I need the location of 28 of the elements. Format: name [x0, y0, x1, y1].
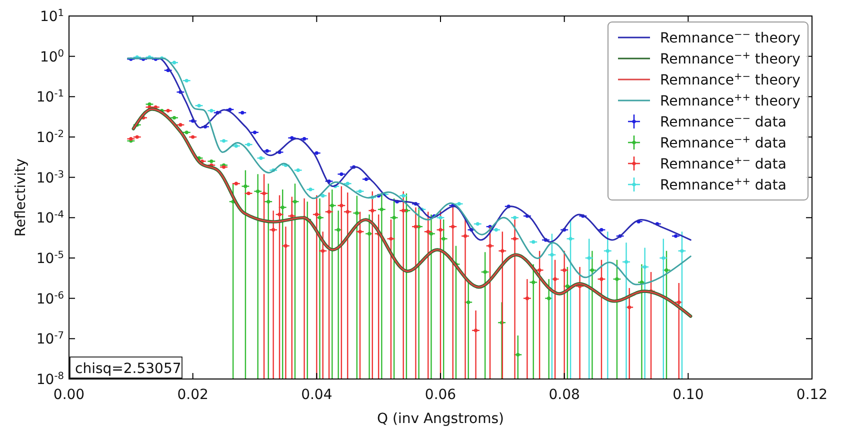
x-tick-label: 0.06: [424, 387, 456, 403]
x-tick-label: 0.12: [796, 387, 828, 403]
annotation: chisq=2.53057: [75, 361, 182, 377]
y-tick-label: 10$^{-1}$: [36, 88, 64, 106]
legend-label: Remnance$^{+−}$ theory: [660, 71, 800, 88]
y-axis-title: Reflectivity: [13, 158, 29, 237]
legend-label: Remnance$^{++}$ data: [660, 176, 786, 194]
y-tick-label: 10$^{-8}$: [36, 370, 64, 388]
y-tick-label: 10$^{1}$: [40, 8, 64, 25]
x-tick-label: 0.08: [548, 387, 580, 403]
legend-label: Remnance$^{+−}$ data: [660, 155, 786, 172]
legend-label: Remnance$^{−+}$ theory: [660, 50, 800, 68]
y-tick-label: 10$^{-6}$: [36, 290, 64, 308]
y-tick-label: 10$^{-2}$: [36, 128, 64, 146]
y-tick-label: 10$^{-4}$: [36, 209, 64, 227]
x-tick-label: 0.00: [53, 387, 85, 403]
y-tick-label: 10$^{-7}$: [36, 330, 64, 348]
x-tick-label: 0.10: [672, 387, 704, 403]
y-tick-label: 10$^{-5}$: [36, 250, 64, 267]
legend-label: Remnance$^{++}$ theory: [660, 92, 800, 110]
legend-label: Remnance$^{−+}$ data: [660, 134, 786, 152]
x-tick-label: 0.02: [177, 387, 208, 403]
x-tick-label: 0.04: [301, 387, 332, 403]
legend-label: Remnance$^{−−}$ theory: [660, 29, 800, 46]
legend-label: Remnance$^{−−}$ data: [660, 113, 786, 130]
x-axis-title: Q (inv Angstroms): [377, 411, 504, 427]
y-tick-label: 10$^{-3}$: [36, 168, 64, 186]
y-tick-label: 10$^{0}$: [40, 48, 64, 66]
